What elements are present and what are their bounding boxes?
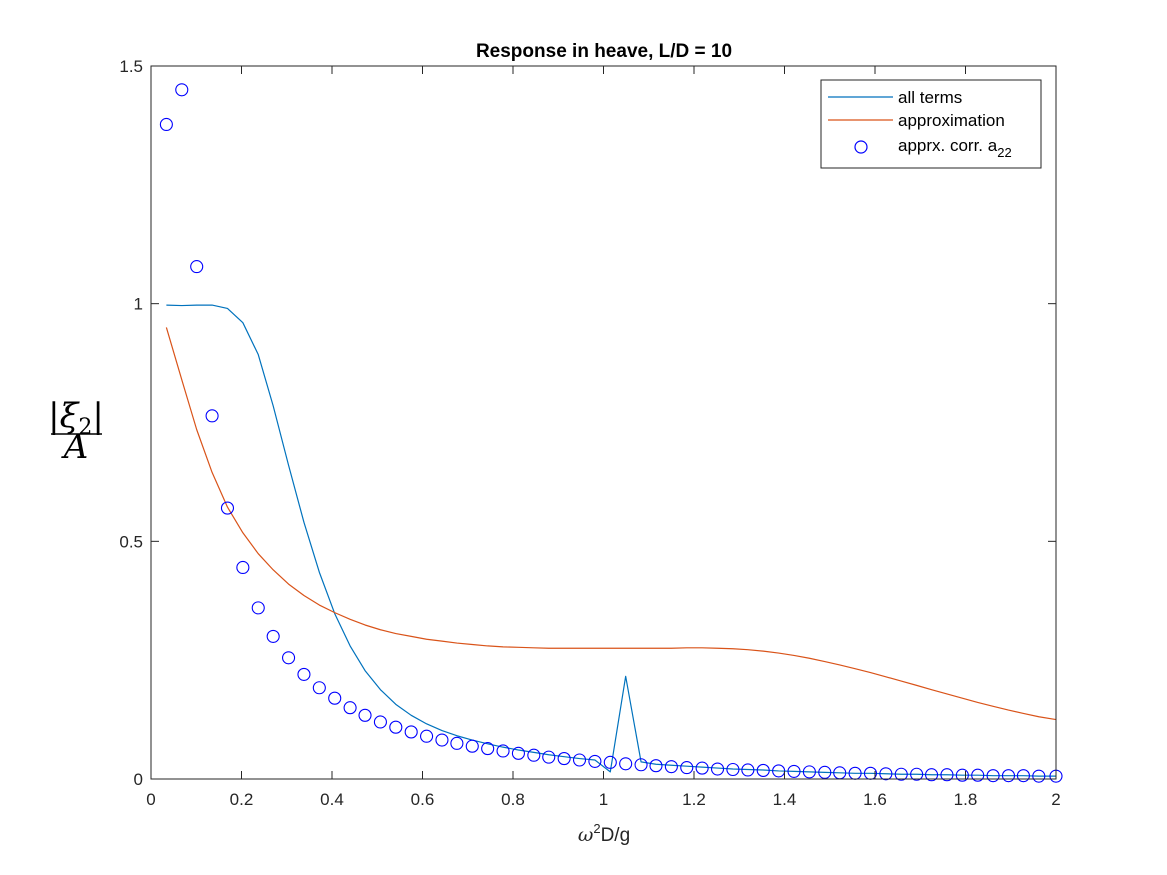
x-tick-label: 0.4 xyxy=(320,790,344,809)
series-2-marker xyxy=(435,733,449,747)
x-tick-label: 2 xyxy=(1051,790,1060,809)
plot-area xyxy=(151,66,1056,779)
x-axis-label-sup: 2 xyxy=(593,821,600,836)
series-2-marker xyxy=(603,755,617,769)
series-2-marker xyxy=(802,765,816,779)
series-2-marker xyxy=(818,765,832,779)
series-2-marker xyxy=(236,560,250,575)
x-tick-label: 0.8 xyxy=(501,790,525,809)
series-2-marker xyxy=(465,739,479,753)
series-2-marker xyxy=(358,708,372,722)
series-2-marker xyxy=(557,752,571,766)
series-2-marker xyxy=(297,667,311,681)
series-2-marker xyxy=(205,409,219,423)
x-axis-label-base: ω xyxy=(578,824,594,846)
series-2-marker xyxy=(450,736,464,750)
series-2-marker xyxy=(634,758,648,772)
series-2-marker xyxy=(756,763,770,777)
series-2-marker xyxy=(420,729,434,743)
legend-label-apprx-corr-main: apprx. corr. a xyxy=(898,136,998,155)
series-2-marker xyxy=(695,761,709,775)
series-2-marker xyxy=(680,761,694,775)
series-2-marker xyxy=(496,744,510,758)
series-2-marker xyxy=(542,750,556,764)
legend-label-apprx-corr: apprx. corr. a22 xyxy=(898,136,1012,160)
series-2-marker xyxy=(266,629,280,643)
y-label-bar-left: | xyxy=(48,396,59,436)
y-axis-label: |ξ2| A xyxy=(48,396,104,467)
series-2-marker xyxy=(726,762,740,777)
series-2-marker xyxy=(925,768,939,782)
legend-box xyxy=(820,79,1042,169)
series-2-marker xyxy=(649,759,663,773)
y-tick-label: 0 xyxy=(134,770,143,789)
series-2-marker xyxy=(481,742,495,756)
x-tick-label: 1.8 xyxy=(954,790,978,809)
series-2-marker xyxy=(1032,769,1046,783)
series-2-marker xyxy=(572,753,587,767)
chart-title: Response in heave, L/D = 10 xyxy=(476,41,732,62)
series-2-marker xyxy=(955,768,969,782)
series-2-marker xyxy=(894,767,908,781)
series-2-marker xyxy=(971,768,985,782)
series-2-marker xyxy=(282,651,296,665)
series-0-line xyxy=(166,304,1056,777)
series-2-marker xyxy=(175,83,189,97)
series-2-marker xyxy=(373,715,387,729)
y-tick-label: 1 xyxy=(134,295,143,314)
legend-label-approximation: approximation xyxy=(898,111,1005,130)
y-axis-label-denominator: A xyxy=(61,427,89,467)
legend-swatch-apprx-corr xyxy=(854,140,868,154)
series-2-marker xyxy=(190,260,204,274)
ticks-layer: 0 0.2 0.4 0.6 0.8 1 1.2 1.4 1.6 1.8 2 0 0.5 1 1.5 xyxy=(119,57,1060,809)
x-tick-label: 1 xyxy=(599,790,608,809)
y-tick-label: 0.5 xyxy=(119,532,143,551)
series-2-marker xyxy=(588,754,602,768)
series-2-marker xyxy=(312,681,326,695)
y-label-xi: ξ xyxy=(60,396,81,436)
series-2-marker xyxy=(220,501,235,515)
series-2-marker xyxy=(879,767,893,781)
series-2-marker xyxy=(1001,769,1016,783)
x-tick-label: 0 xyxy=(146,790,155,809)
series-2-marker xyxy=(619,757,633,771)
legend: all terms approximation apprx. corr. a22 xyxy=(820,79,1042,169)
x-tick-label: 1.2 xyxy=(682,790,706,809)
x-tick-label: 1.6 xyxy=(863,790,887,809)
x-tick-label: 1.4 xyxy=(773,790,797,809)
series-2-marker xyxy=(159,117,173,132)
series-2-marker xyxy=(328,691,342,705)
series-2-marker xyxy=(940,768,954,782)
series-2-marker xyxy=(251,601,265,615)
series-2-marker xyxy=(664,760,678,774)
series-2-marker xyxy=(787,764,801,778)
legend-label-apprx-corr-sub: 22 xyxy=(997,145,1011,160)
y-tick-label: 1.5 xyxy=(119,57,143,76)
series-2-marker xyxy=(986,769,1000,783)
x-tick-label: 0.2 xyxy=(230,790,254,809)
series-2-marker xyxy=(772,764,786,778)
series-2-marker xyxy=(511,746,525,760)
series-2-marker xyxy=(1016,769,1030,783)
series-2-marker xyxy=(404,725,418,739)
x-axis-label: ω2D/g xyxy=(578,821,630,846)
legend-label-all-terms: all terms xyxy=(898,88,962,107)
y-label-bar-right: | xyxy=(92,396,103,436)
series-layer xyxy=(159,83,1063,783)
series-2-marker xyxy=(741,763,755,777)
series-2-marker xyxy=(389,720,403,734)
series-2-marker xyxy=(710,762,725,776)
series-2-marker xyxy=(527,748,541,762)
series-1-line xyxy=(165,327,1057,721)
x-tick-label: 0.6 xyxy=(411,790,435,809)
series-2-marker xyxy=(343,701,357,715)
series-2-marker xyxy=(910,767,924,781)
x-axis-label-rest: D/g xyxy=(601,825,631,846)
